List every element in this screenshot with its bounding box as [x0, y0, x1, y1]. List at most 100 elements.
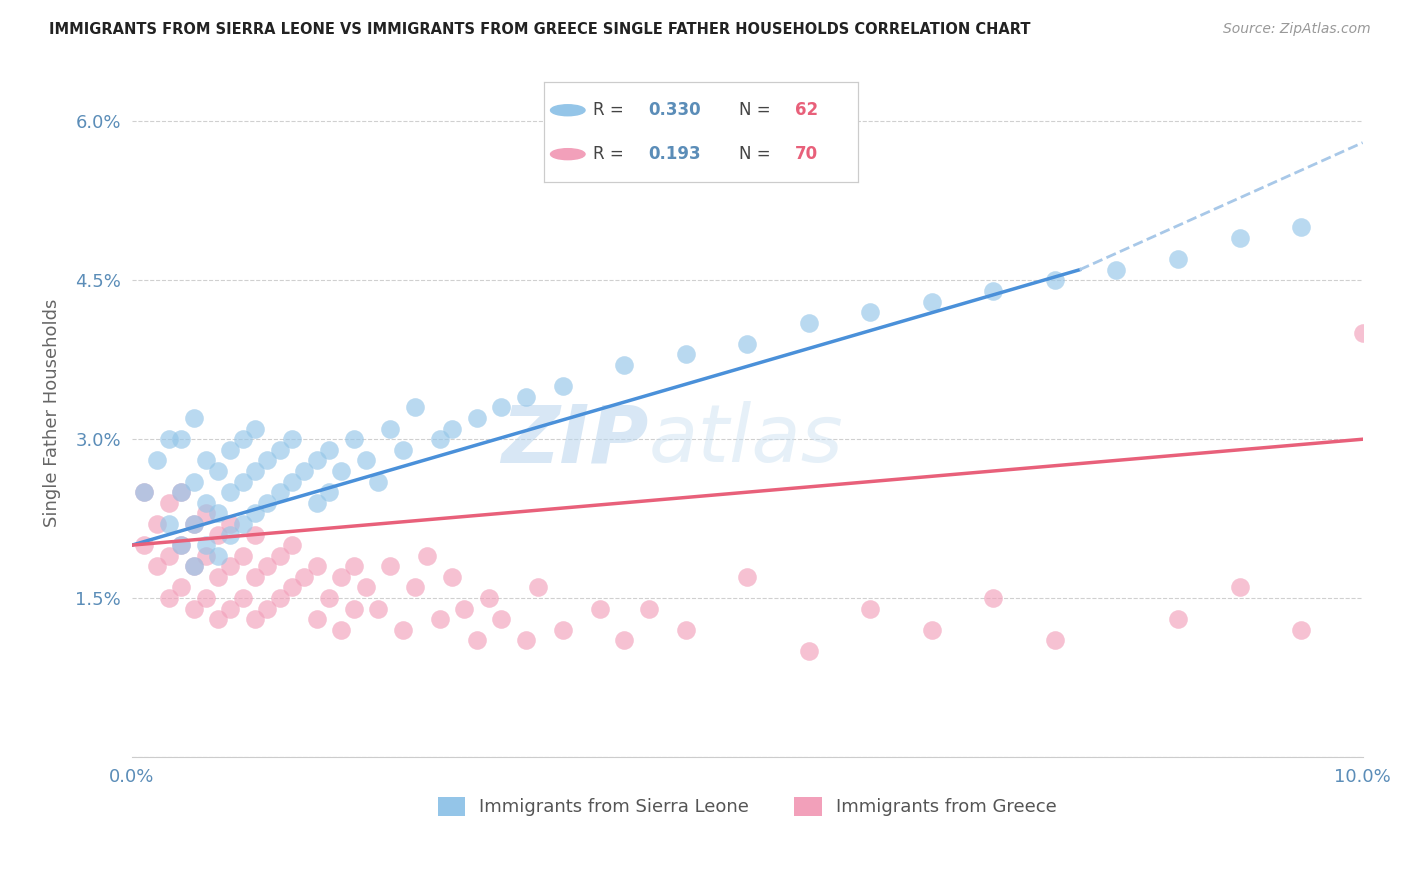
Point: [1043, 273, 1066, 287]
Point: [675, 347, 697, 361]
Point: [281, 432, 304, 446]
Point: [157, 496, 180, 510]
Point: [983, 591, 1005, 605]
Point: [453, 601, 475, 615]
Y-axis label: Single Father Households: Single Father Households: [44, 299, 60, 527]
Legend: Immigrants from Sierra Leone, Immigrants from Greece: Immigrants from Sierra Leone, Immigrants…: [430, 789, 1064, 823]
Point: [243, 527, 266, 541]
Point: [157, 432, 180, 446]
Point: [207, 612, 229, 626]
Point: [613, 358, 636, 372]
Point: [194, 549, 217, 563]
Point: [404, 401, 426, 415]
Point: [183, 559, 205, 574]
Point: [243, 507, 266, 521]
Text: IMMIGRANTS FROM SIERRA LEONE VS IMMIGRANTS FROM GREECE SINGLE FATHER HOUSEHOLDS : IMMIGRANTS FROM SIERRA LEONE VS IMMIGRAN…: [49, 22, 1031, 37]
Point: [354, 581, 377, 595]
Point: [1229, 581, 1251, 595]
Point: [367, 601, 389, 615]
Point: [318, 485, 340, 500]
Point: [342, 432, 364, 446]
Point: [134, 485, 156, 500]
Point: [305, 453, 328, 467]
Point: [219, 601, 242, 615]
Point: [305, 612, 328, 626]
Point: [194, 453, 217, 467]
Point: [429, 432, 451, 446]
Point: [256, 559, 278, 574]
Text: Source: ZipAtlas.com: Source: ZipAtlas.com: [1223, 22, 1371, 37]
Point: [1229, 231, 1251, 245]
Point: [983, 284, 1005, 298]
Point: [380, 559, 402, 574]
Point: [243, 570, 266, 584]
Point: [527, 581, 550, 595]
Point: [391, 623, 413, 637]
Point: [281, 538, 304, 552]
Point: [737, 337, 759, 351]
Point: [675, 623, 697, 637]
Point: [134, 538, 156, 552]
Point: [281, 581, 304, 595]
Point: [292, 570, 315, 584]
Point: [342, 601, 364, 615]
Point: [330, 464, 353, 478]
Point: [134, 485, 156, 500]
Point: [157, 591, 180, 605]
Point: [281, 475, 304, 489]
Point: [170, 581, 193, 595]
Point: [380, 422, 402, 436]
Point: [404, 581, 426, 595]
Point: [859, 601, 882, 615]
Point: [256, 453, 278, 467]
Text: ZIP: ZIP: [502, 401, 648, 479]
Point: [269, 549, 291, 563]
Point: [797, 316, 820, 330]
Point: [440, 422, 463, 436]
Point: [232, 432, 254, 446]
Point: [305, 559, 328, 574]
Point: [194, 507, 217, 521]
Point: [1105, 262, 1128, 277]
Point: [232, 591, 254, 605]
Point: [145, 516, 167, 531]
Point: [305, 496, 328, 510]
Point: [465, 633, 488, 648]
Point: [292, 464, 315, 478]
Point: [416, 549, 439, 563]
Point: [256, 496, 278, 510]
Point: [183, 559, 205, 574]
Point: [797, 644, 820, 658]
Point: [551, 623, 574, 637]
Point: [921, 294, 943, 309]
Point: [170, 485, 193, 500]
Point: [219, 485, 242, 500]
Point: [157, 549, 180, 563]
Point: [183, 516, 205, 531]
Point: [232, 475, 254, 489]
Point: [170, 485, 193, 500]
Point: [183, 411, 205, 425]
Point: [737, 570, 759, 584]
Point: [367, 475, 389, 489]
Point: [219, 516, 242, 531]
Point: [170, 538, 193, 552]
Point: [207, 549, 229, 563]
Point: [551, 379, 574, 393]
Point: [219, 527, 242, 541]
Point: [588, 601, 610, 615]
Point: [269, 485, 291, 500]
Point: [207, 570, 229, 584]
Point: [243, 612, 266, 626]
Point: [145, 453, 167, 467]
Point: [194, 591, 217, 605]
Point: [243, 464, 266, 478]
Point: [391, 442, 413, 457]
Text: atlas: atlas: [648, 401, 844, 479]
Point: [1167, 252, 1189, 267]
Point: [207, 527, 229, 541]
Point: [232, 549, 254, 563]
Point: [489, 401, 512, 415]
Point: [1043, 633, 1066, 648]
Point: [219, 559, 242, 574]
